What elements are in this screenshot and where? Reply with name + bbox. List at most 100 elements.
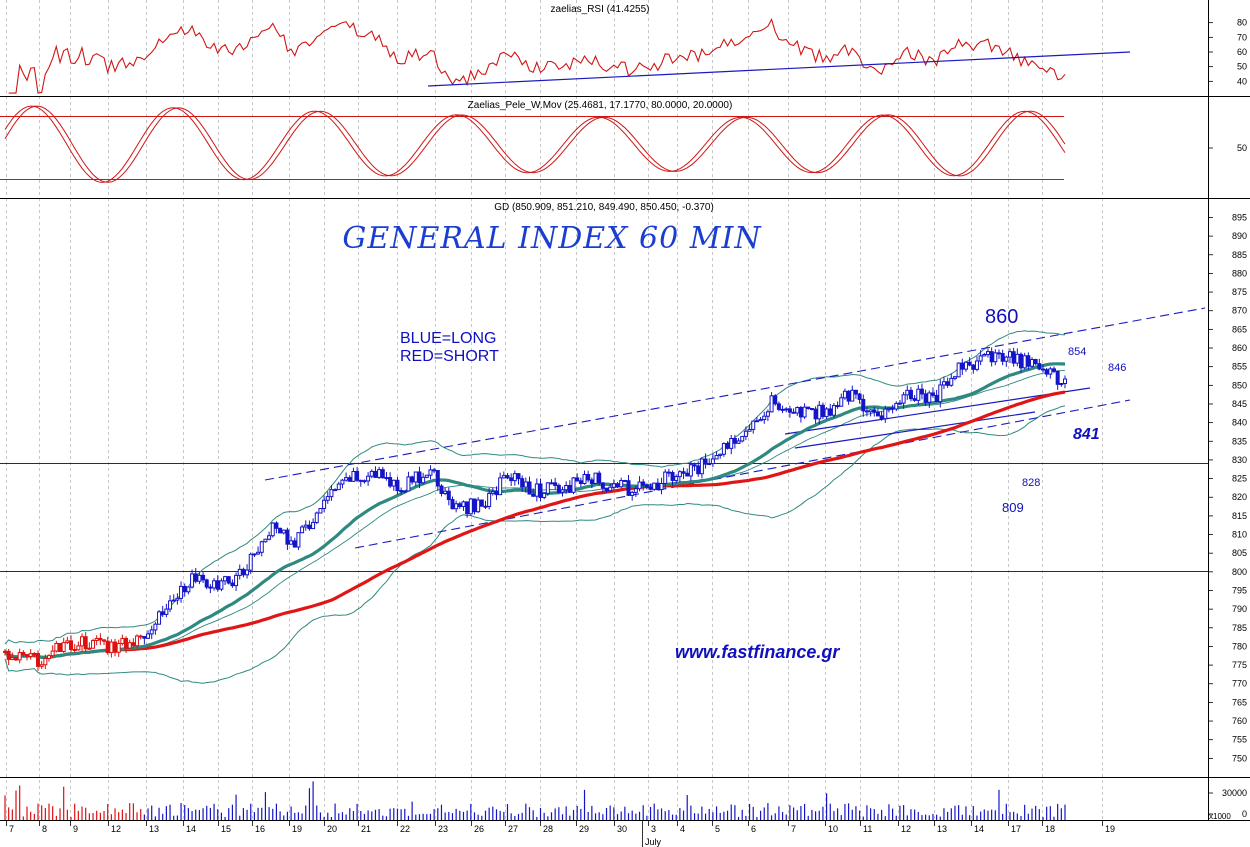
candle-body xyxy=(285,529,290,545)
candle-body xyxy=(384,477,389,480)
price-tick-label: 815 xyxy=(1232,511,1247,521)
candle-body xyxy=(1037,363,1042,370)
candle-body xyxy=(531,493,536,497)
candle-body xyxy=(861,398,866,412)
candle-body xyxy=(641,481,646,486)
candle-body xyxy=(593,472,598,484)
candle-body xyxy=(670,472,675,481)
x-tick-label: 17 xyxy=(1011,824,1021,834)
candle-body xyxy=(94,637,99,641)
price-panel: GD (850.909, 851.210, 849.490, 850.450, … xyxy=(0,202,1247,763)
candle-body xyxy=(168,600,173,610)
candle-body xyxy=(204,579,209,588)
rsi-tick-label: 40 xyxy=(1237,76,1247,86)
candle-body xyxy=(32,652,37,655)
candle-body xyxy=(732,438,737,444)
candle-body xyxy=(1063,378,1067,385)
candle-body xyxy=(619,480,624,488)
candle-body xyxy=(105,640,110,654)
candle-body xyxy=(65,640,70,644)
candle-body xyxy=(113,641,118,653)
candle-body xyxy=(978,355,983,362)
candle-body xyxy=(802,406,807,418)
candlesticks xyxy=(3,347,1067,671)
candle-body xyxy=(846,390,851,402)
candle-body xyxy=(201,574,206,581)
candle-body xyxy=(817,404,822,420)
rsi-title: zaelias_RSI (41.4255) xyxy=(551,4,650,15)
candle-body xyxy=(50,650,55,657)
candle-body xyxy=(116,643,121,653)
candle-body xyxy=(501,475,506,479)
candle-body xyxy=(828,408,833,416)
candle-body xyxy=(820,404,825,418)
candle-body xyxy=(725,442,730,449)
candle-body xyxy=(3,650,7,653)
candle-body xyxy=(472,498,477,513)
candle-body xyxy=(76,645,81,651)
candle-body xyxy=(179,585,184,599)
candle-body xyxy=(138,635,143,638)
candle-body xyxy=(996,352,1001,355)
x-tick-label: 7 xyxy=(791,824,796,834)
upper-channel-line xyxy=(264,307,1206,481)
candle-body xyxy=(1007,351,1012,358)
candle-body xyxy=(875,411,880,417)
candle-body xyxy=(923,393,928,403)
candle-body xyxy=(1055,370,1060,385)
pele-title: Zaelias_Pele_W.Mov (25.4681, 17.1770, 80… xyxy=(468,100,733,111)
candle-body xyxy=(1022,355,1027,369)
candle-body xyxy=(208,586,213,589)
candle-body xyxy=(1004,356,1009,362)
x-tick-label: 4 xyxy=(680,824,685,834)
x-tick-label: 7 xyxy=(9,824,14,834)
candle-body xyxy=(347,477,352,482)
candle-body xyxy=(776,403,781,410)
volume-scale-label: x1000 xyxy=(1209,812,1231,821)
level-label-860: 860 xyxy=(985,306,1018,328)
candle-body xyxy=(1044,369,1049,375)
price-tick-label: 780 xyxy=(1232,641,1247,651)
candle-body xyxy=(468,498,473,515)
candle-body xyxy=(160,611,165,615)
x-tick-label: 28 xyxy=(543,824,553,834)
candle-body xyxy=(270,522,275,537)
candle-body xyxy=(355,470,360,481)
price-tick-label: 770 xyxy=(1232,679,1247,689)
price-tick-label: 885 xyxy=(1232,250,1247,260)
candle-body xyxy=(901,394,906,404)
bollinger-lower xyxy=(4,405,1066,684)
price-tick-label: 790 xyxy=(1232,604,1247,614)
candle-body xyxy=(795,406,800,414)
candle-body xyxy=(369,470,374,477)
x-tick-label: 15 xyxy=(221,824,231,834)
candle-body xyxy=(131,642,136,647)
candle-body xyxy=(864,410,869,413)
candle-body xyxy=(982,354,987,357)
price-tick-label: 830 xyxy=(1232,455,1247,465)
candle-body xyxy=(241,568,246,576)
candle-body xyxy=(54,642,59,652)
candle-body xyxy=(989,351,994,363)
candle-body xyxy=(72,648,77,651)
candle-body xyxy=(663,471,668,484)
candle-body xyxy=(905,389,910,396)
candle-body xyxy=(538,483,543,498)
candle-body xyxy=(850,389,855,402)
candle-body xyxy=(329,489,334,498)
candle-body xyxy=(182,585,187,593)
candle-body xyxy=(281,529,286,534)
candle-body xyxy=(186,586,191,593)
candle-body xyxy=(714,455,719,460)
level-label-809: 809 xyxy=(1002,500,1024,515)
candle-body xyxy=(729,438,734,449)
candle-body xyxy=(344,477,349,481)
candle-body xyxy=(399,490,404,493)
candle-body xyxy=(1059,383,1064,386)
price-tick-label: 860 xyxy=(1232,343,1247,353)
price-tick-label: 875 xyxy=(1232,287,1247,297)
level-label-846: 846 xyxy=(1108,362,1126,374)
candle-body xyxy=(234,574,239,587)
candle-body xyxy=(611,483,616,488)
candle-body xyxy=(314,512,319,523)
